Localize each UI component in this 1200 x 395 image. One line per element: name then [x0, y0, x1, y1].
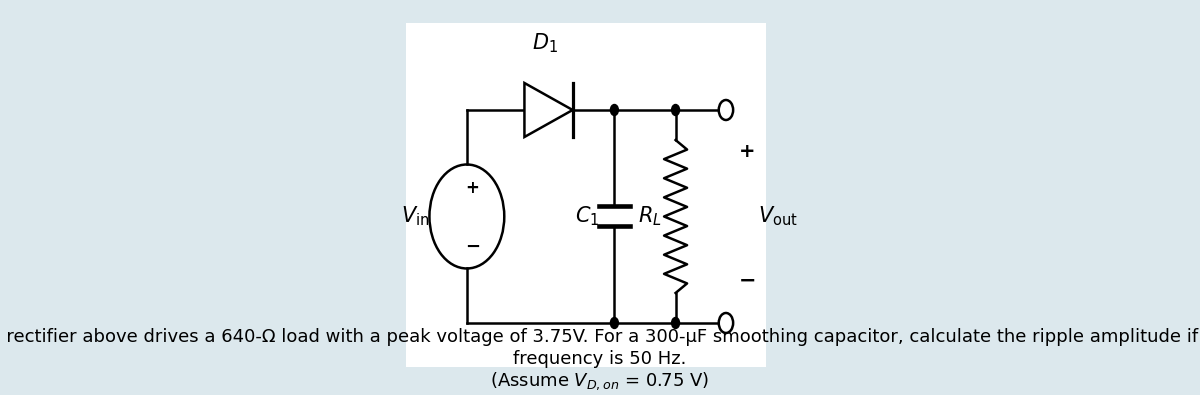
Circle shape [672, 318, 679, 329]
Text: −: − [466, 237, 480, 256]
Circle shape [719, 313, 733, 333]
Polygon shape [524, 83, 572, 137]
Text: +: + [739, 143, 756, 162]
Text: $\mathit{R}_\mathit{L}$: $\mathit{R}_\mathit{L}$ [637, 205, 661, 228]
Text: $\mathit{V}_{\rm in}$: $\mathit{V}_{\rm in}$ [401, 205, 430, 228]
Text: (Assume $V_{D,on}$ = 0.75 V): (Assume $V_{D,on}$ = 0.75 V) [491, 370, 709, 392]
Circle shape [719, 100, 733, 120]
Bar [406, 23, 766, 367]
Text: $\mathit{D}_1$: $\mathit{D}_1$ [532, 31, 558, 55]
Text: −: − [739, 271, 756, 291]
Circle shape [611, 318, 618, 329]
Text: The rectifier above drives a 640-Ω load with a peak voltage of 3.75V. For a 300-: The rectifier above drives a 640-Ω load … [0, 328, 1200, 346]
Text: frequency is 50 Hz.: frequency is 50 Hz. [514, 350, 686, 368]
Text: $\mathit{C}_1$: $\mathit{C}_1$ [575, 205, 599, 228]
Text: +: + [466, 179, 480, 198]
Circle shape [611, 105, 618, 115]
Circle shape [672, 105, 679, 115]
Text: $\mathit{V}_{\rm out}$: $\mathit{V}_{\rm out}$ [758, 205, 798, 228]
